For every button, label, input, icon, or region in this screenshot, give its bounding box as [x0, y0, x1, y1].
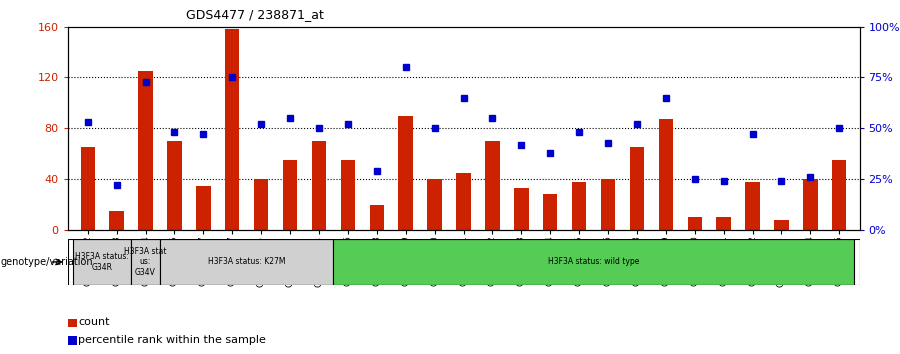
- Bar: [131, 239, 160, 285]
- Bar: [196, 185, 211, 230]
- Text: percentile rank within the sample: percentile rank within the sample: [78, 335, 266, 345]
- Bar: [688, 217, 702, 230]
- Text: count: count: [78, 317, 110, 327]
- Bar: [803, 179, 817, 230]
- Bar: [167, 141, 182, 230]
- Bar: [601, 179, 616, 230]
- Bar: [283, 160, 297, 230]
- Text: H3F3A status:
G34R: H3F3A status: G34R: [76, 252, 129, 272]
- Bar: [774, 220, 788, 230]
- Bar: [333, 239, 854, 285]
- Bar: [572, 182, 586, 230]
- Text: genotype/variation: genotype/variation: [1, 257, 94, 267]
- Text: GDS4477 / 238871_at: GDS4477 / 238871_at: [186, 8, 324, 21]
- Bar: [311, 141, 326, 230]
- Bar: [80, 147, 95, 230]
- Bar: [73, 239, 131, 285]
- Text: H3F3A stat
us:
G34V: H3F3A stat us: G34V: [124, 247, 166, 277]
- Bar: [139, 71, 153, 230]
- Bar: [341, 160, 356, 230]
- Bar: [160, 239, 333, 285]
- Bar: [456, 173, 471, 230]
- Bar: [225, 29, 239, 230]
- Bar: [370, 205, 384, 230]
- Bar: [832, 160, 847, 230]
- Bar: [514, 188, 528, 230]
- Bar: [659, 119, 673, 230]
- Bar: [485, 141, 500, 230]
- Text: H3F3A status: wild type: H3F3A status: wild type: [548, 257, 639, 267]
- Bar: [399, 116, 413, 230]
- Bar: [543, 194, 557, 230]
- Bar: [630, 147, 644, 230]
- Bar: [745, 182, 760, 230]
- Bar: [254, 179, 268, 230]
- Bar: [428, 179, 442, 230]
- Bar: [110, 211, 124, 230]
- Text: H3F3A status: K27M: H3F3A status: K27M: [208, 257, 285, 267]
- Bar: [716, 217, 731, 230]
